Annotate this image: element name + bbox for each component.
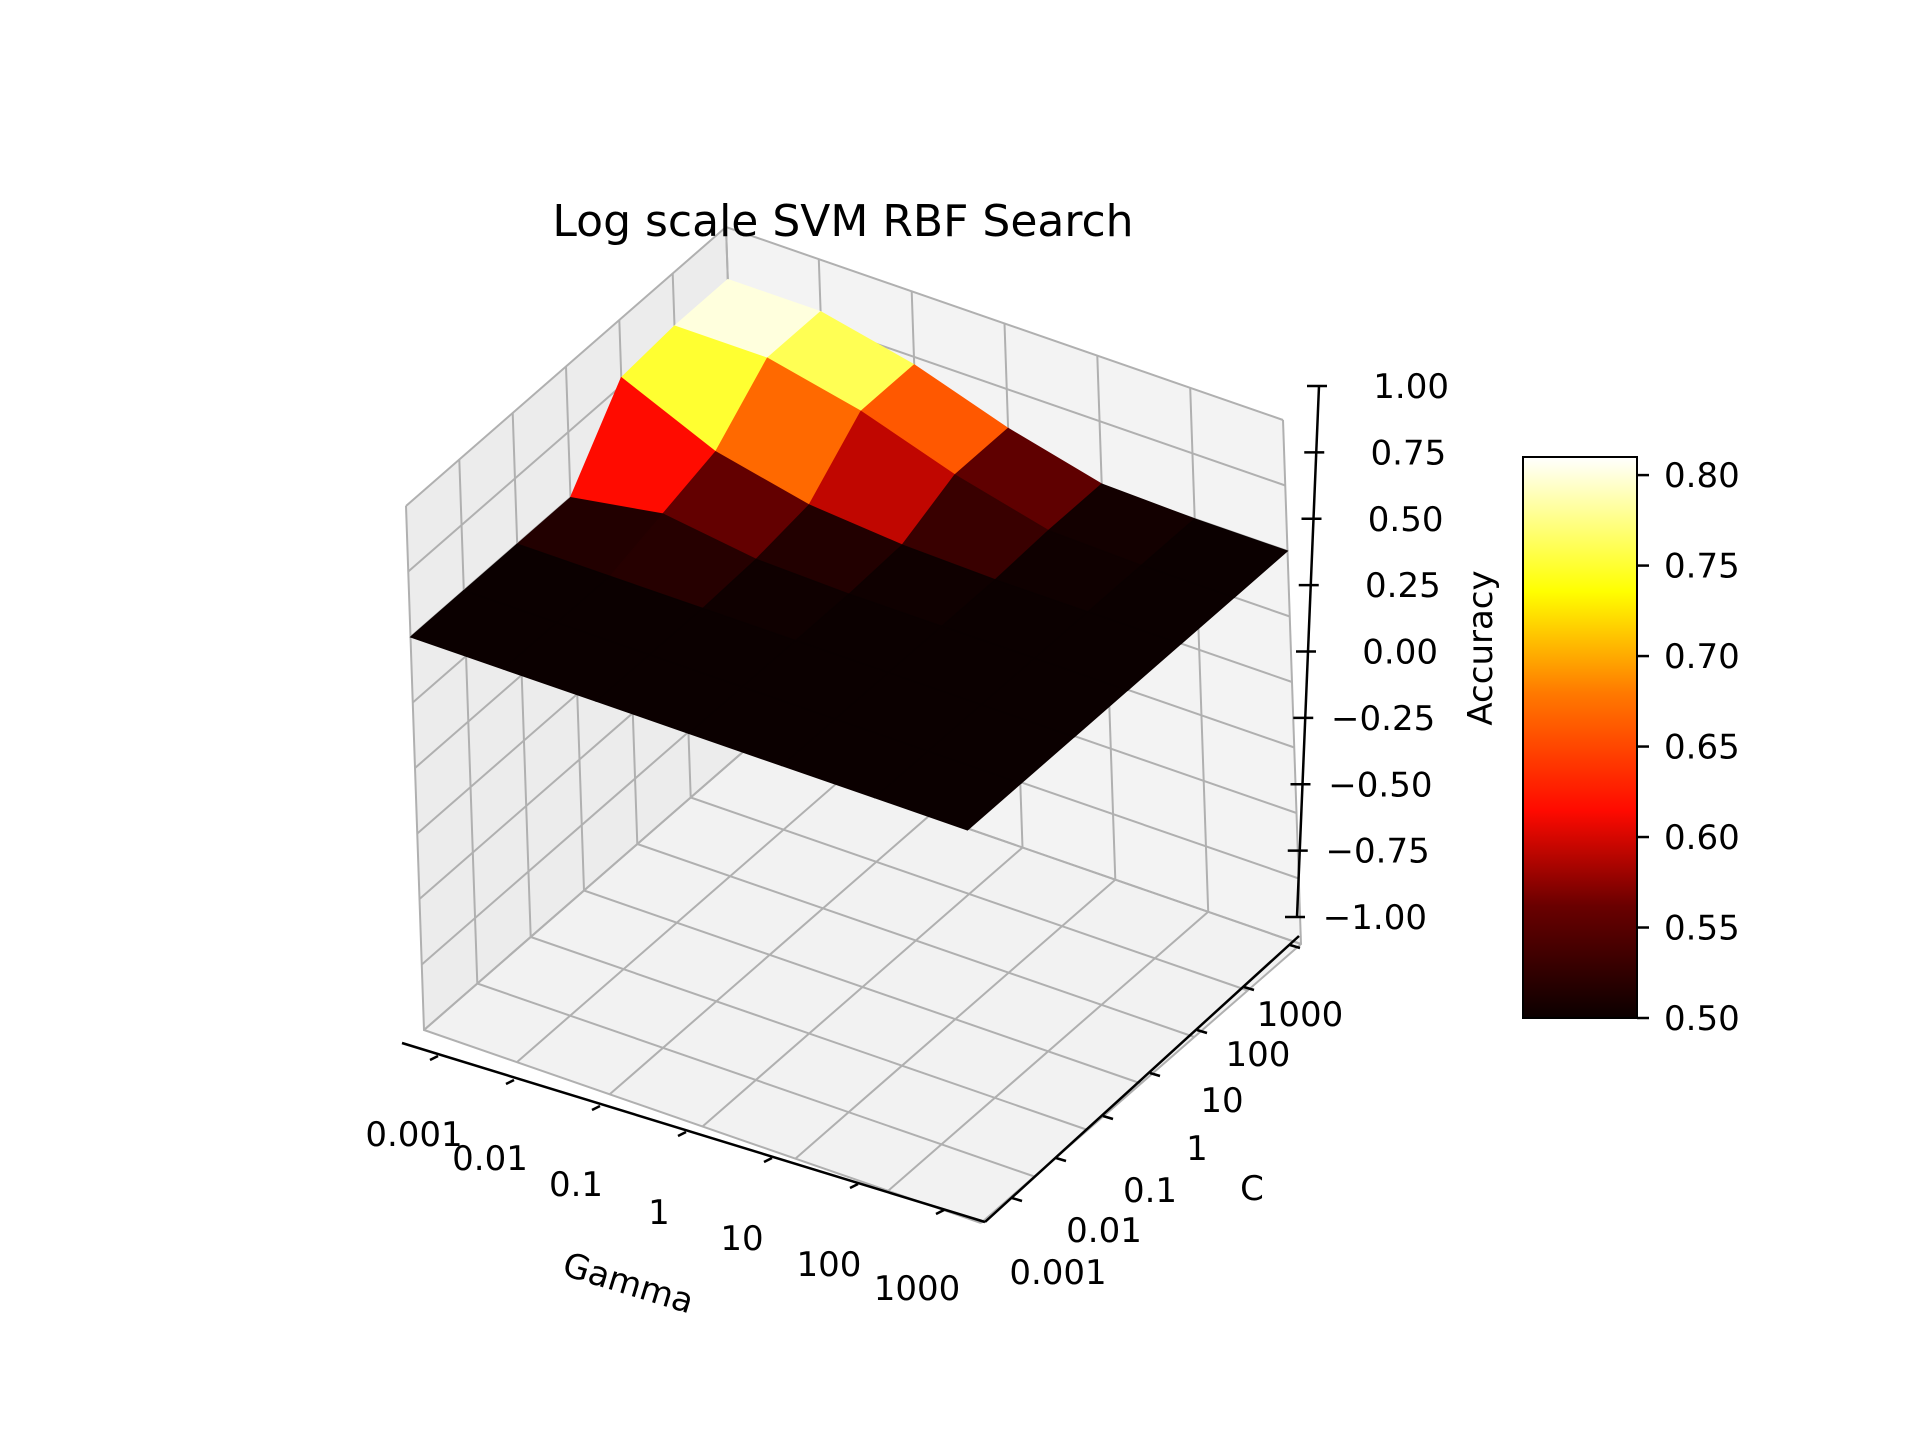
z-axis-label: Accuracy <box>1461 570 1501 725</box>
gamma-tick-mark <box>849 1182 859 1190</box>
z-tick-label: 0.25 <box>1365 566 1441 606</box>
c-tick-mark <box>1102 1114 1114 1121</box>
x-axis-label: Gamma <box>558 1245 698 1323</box>
c-tick-mark <box>1289 943 1301 950</box>
c-tick-label: 1 <box>1186 1129 1208 1169</box>
gamma-tick-label: 1 <box>648 1193 670 1233</box>
gamma-tick-mark <box>677 1130 687 1138</box>
c-tick-mark <box>1243 985 1255 992</box>
colorbar-tick-label: 0.65 <box>1664 728 1740 768</box>
c-tick-mark <box>1196 1028 1208 1035</box>
z-tick-label: 0.00 <box>1362 633 1438 673</box>
gamma-tick-label: 1000 <box>874 1269 961 1309</box>
c-tick-label: 0.1 <box>1123 1171 1177 1211</box>
z-tick-label: 0.50 <box>1368 500 1444 540</box>
z-tick-label: 1.00 <box>1373 367 1449 407</box>
c-tick-mark <box>1149 1071 1161 1078</box>
gamma-tick-label: 0.01 <box>452 1139 528 1179</box>
colorbar-gradient <box>1522 456 1638 1019</box>
colorbar-tick-label: 0.60 <box>1664 818 1740 858</box>
gamma-tick-label: 10 <box>720 1219 763 1259</box>
c-tick-label: 0.001 <box>1009 1253 1106 1293</box>
gamma-axis-line <box>401 1041 986 1224</box>
z-tick-label: −0.50 <box>1328 765 1432 805</box>
colorbar-ticks: 0.50 0.55 0.60 0.65 0.70 0.75 0.80 <box>1637 456 1740 1039</box>
z-tick-label: −1.00 <box>1323 898 1427 938</box>
c-tick-label: 10 <box>1200 1081 1243 1121</box>
surface-face <box>873 750 1022 831</box>
gamma-tick-mark <box>763 1156 773 1164</box>
c-tick-label: 0.01 <box>1066 1211 1142 1251</box>
colorbar-tick-label: 0.55 <box>1664 909 1740 949</box>
gamma-tick-label: 0.1 <box>549 1165 603 1205</box>
gamma-tick-label: 100 <box>797 1245 862 1285</box>
gamma-tick-mark <box>935 1208 945 1216</box>
c-tick-label: 1000 <box>1257 995 1344 1035</box>
c-tick-mark <box>1011 1196 1023 1203</box>
gamma-tick-mark <box>505 1078 515 1086</box>
gamma-tick-label: 0.001 <box>365 1115 462 1155</box>
colorbar-tick-label: 0.80 <box>1664 456 1740 496</box>
c-tick-mark <box>1055 1156 1067 1163</box>
colorbar-tick-label: 0.50 <box>1664 999 1740 1039</box>
grid-line-z <box>405 225 1284 507</box>
z-tick-label: 0.75 <box>1371 433 1447 473</box>
colorbar: 0.50 0.55 0.60 0.65 0.70 0.75 0.80 <box>1522 456 1740 1039</box>
gamma-tick-mark <box>429 1054 439 1062</box>
z-tick-label: −0.75 <box>1326 832 1430 872</box>
gamma-tick-mark <box>591 1104 601 1112</box>
z-tick-label: −0.25 <box>1331 699 1435 739</box>
colorbar-tick-label: 0.70 <box>1664 637 1740 677</box>
c-axis-line <box>984 935 1300 1223</box>
surface-mesh <box>409 278 1289 831</box>
chart-title: Log scale SVM RBF Search <box>552 196 1133 247</box>
c-tick-label: 100 <box>1226 1035 1291 1075</box>
y-axis-label: C <box>1240 1169 1264 1209</box>
colorbar-tick-label: 0.75 <box>1664 547 1740 587</box>
